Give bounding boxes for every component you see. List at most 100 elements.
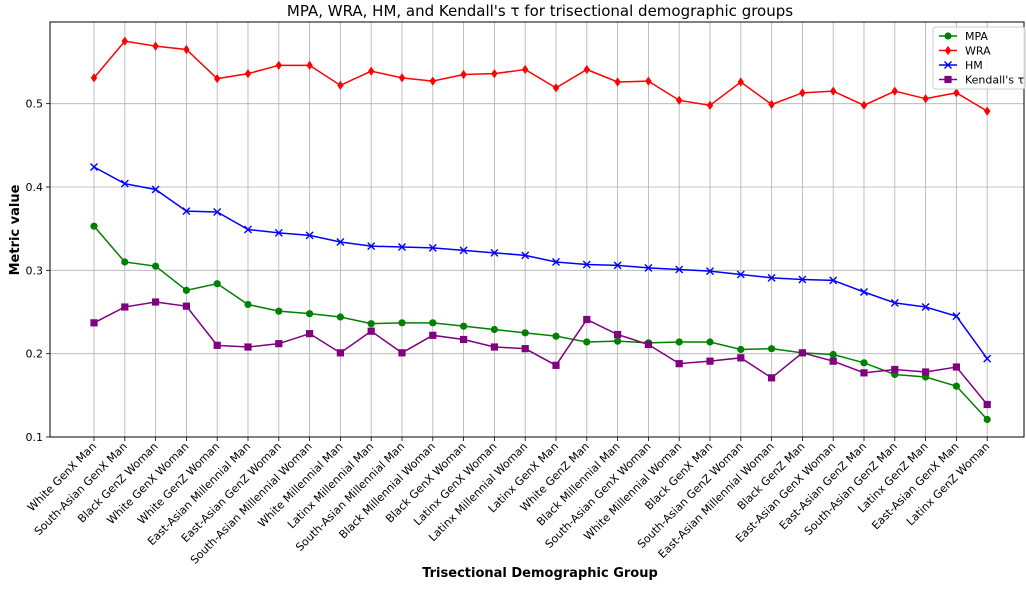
data-point-kendall-s — [922, 368, 930, 376]
x-marker-stroke — [274, 228, 283, 237]
data-point-mpa — [675, 338, 683, 346]
x-marker-stroke — [244, 225, 252, 234]
data-point-hm — [459, 246, 468, 255]
x-marker-stroke — [398, 243, 406, 251]
data-point-mpa — [521, 329, 529, 337]
data-point-hm — [582, 260, 591, 269]
data-point-kendall-s — [706, 357, 714, 365]
data-point-mpa — [860, 359, 868, 367]
data-point-mpa — [429, 319, 437, 327]
y-axis-label: Metric value — [8, 184, 23, 275]
data-point-mpa — [737, 345, 745, 354]
x-marker-stroke — [90, 163, 98, 171]
data-point-kendall-s — [829, 357, 837, 365]
data-point-kendall-s — [983, 400, 991, 409]
data-point-wra — [984, 106, 991, 116]
legend-marker — [944, 45, 952, 56]
data-point-hm — [921, 303, 930, 311]
data-point-kendall-s — [644, 340, 652, 349]
legend-item-kendall-s: Kendall's τ — [939, 74, 1024, 87]
x-marker-stroke — [890, 298, 899, 307]
x-marker-stroke — [613, 261, 622, 270]
data-point-kendall-s — [798, 349, 806, 357]
data-point-hm — [552, 258, 560, 266]
data-point-mpa — [768, 345, 776, 353]
data-point-kendall-s — [336, 349, 344, 357]
data-point-hm — [367, 242, 376, 251]
x-marker-stroke — [706, 267, 714, 276]
legend-label: HM — [965, 59, 983, 72]
data-point-wra — [121, 36, 128, 46]
legend-marker — [944, 75, 952, 84]
legend-label: Kendall's τ — [965, 74, 1024, 87]
series-line-hm — [93, 166, 988, 360]
data-point-hm — [90, 163, 98, 171]
data-point-hm — [860, 288, 868, 296]
data-point-wra — [90, 73, 98, 83]
x-marker-stroke — [798, 275, 807, 284]
data-point-kendall-s — [768, 374, 776, 382]
data-point-wra — [645, 76, 652, 86]
data-point-wra — [583, 64, 590, 75]
data-point-hm — [521, 251, 530, 260]
series-kendall-s — [90, 298, 991, 409]
y-tick-label: 0.1 — [26, 431, 44, 444]
data-point-wra — [737, 77, 744, 87]
x-marker-stroke — [860, 288, 868, 296]
x-axis-label: Trisectional Demographic Group — [422, 566, 658, 581]
data-point-wra — [275, 60, 282, 70]
data-point-wra — [706, 100, 714, 110]
data-point-kendall-s — [521, 345, 529, 353]
x-marker-stroke — [921, 303, 930, 311]
x-marker-stroke — [459, 246, 468, 255]
y-tick-label: 0.5 — [26, 98, 44, 111]
x-marker-stroke — [428, 243, 437, 252]
x-marker-stroke — [644, 263, 653, 272]
data-point-wra — [676, 95, 683, 105]
x-marker-stroke — [367, 242, 376, 251]
data-point-wra — [522, 64, 529, 75]
x-marker-stroke — [736, 270, 745, 279]
data-point-hm — [305, 231, 314, 240]
data-point-mpa — [213, 280, 221, 288]
series-group — [90, 36, 992, 424]
data-point-wra — [830, 86, 837, 96]
data-point-hm — [952, 312, 961, 321]
data-point-wra — [398, 73, 406, 83]
chart-title: MPA, WRA, HM, and Kendall's τ for trisec… — [287, 2, 793, 20]
data-point-wra — [922, 94, 929, 104]
data-point-kendall-s — [90, 319, 98, 327]
data-point-hm — [151, 185, 160, 194]
data-point-hm — [644, 263, 653, 272]
data-point-mpa — [460, 322, 468, 330]
data-point-kendall-s — [891, 365, 899, 374]
data-point-mpa — [152, 262, 160, 270]
data-point-kendall-s — [275, 340, 283, 348]
data-point-mpa — [398, 319, 406, 327]
series-mpa — [90, 222, 991, 424]
data-point-kendall-s — [460, 335, 468, 344]
data-point-hm — [736, 270, 745, 279]
data-point-kendall-s — [398, 349, 406, 357]
x-marker-stroke — [213, 208, 222, 216]
data-point-mpa — [275, 307, 283, 315]
data-point-wra — [614, 77, 621, 87]
data-point-kendall-s — [152, 298, 160, 306]
data-point-hm — [120, 179, 129, 188]
data-point-mpa — [306, 310, 314, 318]
x-marker-stroke — [829, 276, 838, 285]
data-point-mpa — [490, 325, 498, 334]
data-point-hm — [706, 267, 714, 276]
data-point-hm — [213, 208, 222, 216]
data-point-wra — [460, 69, 467, 80]
series-line-kendall-s — [93, 301, 988, 405]
x-marker-stroke — [305, 231, 314, 240]
x-marker-stroke — [582, 260, 591, 269]
data-point-wra — [152, 41, 159, 51]
grid — [50, 22, 1024, 438]
legend-item-wra: WRA — [939, 45, 991, 58]
legend-item-hm: HM — [939, 59, 983, 72]
